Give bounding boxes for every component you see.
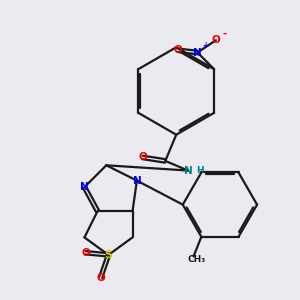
Text: CH₃: CH₃ [188,256,206,265]
Text: O: O [81,248,90,258]
Text: O: O [212,35,220,45]
Text: N: N [133,176,141,186]
Text: H: H [196,166,204,175]
Text: N: N [80,182,89,192]
Text: -: - [223,29,226,39]
Text: N: N [193,47,202,58]
Text: +: + [202,40,208,50]
Text: O: O [174,45,183,55]
Text: N: N [184,166,192,176]
Text: O: O [138,152,147,162]
Text: S: S [104,250,112,260]
Text: O: O [96,273,105,283]
